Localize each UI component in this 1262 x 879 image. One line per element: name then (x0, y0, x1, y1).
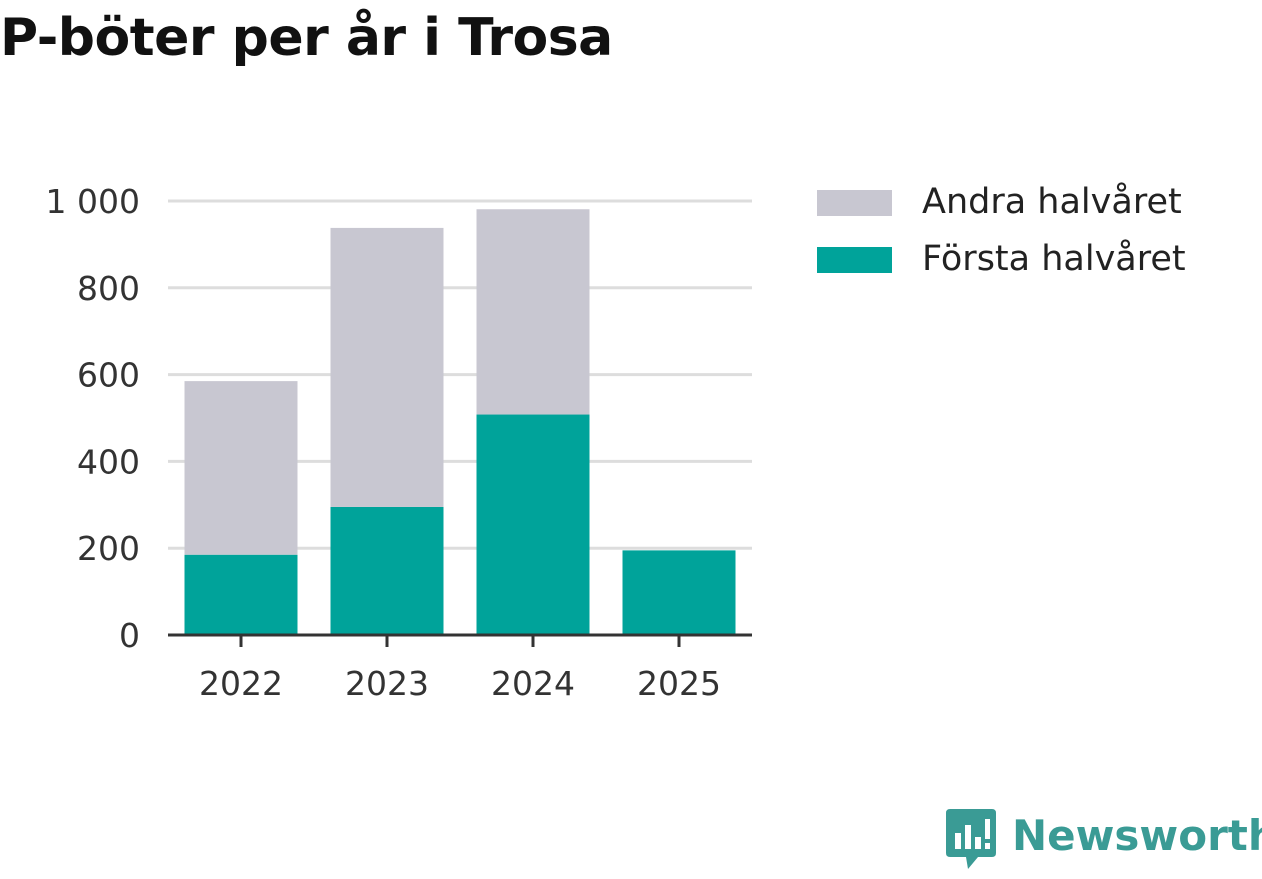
y-axis: 0 200 400 600 800 1 000 (46, 182, 140, 655)
bars (184, 209, 736, 635)
brand-logo: Newsworthy (946, 809, 1262, 871)
y-tick-label: 0 (119, 616, 140, 655)
x-tick-label: 2022 (199, 664, 283, 703)
bar-forsta-halvaret-2025 (622, 550, 736, 635)
bar-andra-halvaret-2022 (184, 381, 298, 555)
bar-andra-halvaret-2024 (476, 209, 590, 415)
bar-forsta-halvaret-2022 (184, 554, 298, 635)
x-tick-label: 2024 (491, 664, 575, 703)
legend-label-andra: Andra halvåret (922, 182, 1182, 222)
legend-swatch-andra (817, 190, 892, 216)
legend-label-forsta: Första halvåret (922, 239, 1186, 279)
x-tick-label: 2025 (637, 664, 721, 703)
y-tick-label: 1 000 (46, 182, 140, 221)
bar-andra-halvaret-2023 (330, 227, 444, 507)
legend-swatch-forsta (817, 247, 892, 273)
x-axis: 2022 2023 2024 2025 (199, 635, 721, 703)
y-tick-label: 400 (77, 442, 140, 481)
chart-title: P-böter per år i Trosa (0, 8, 613, 68)
y-tick-label: 600 (77, 356, 140, 395)
y-tick-label: 200 (77, 529, 140, 568)
x-tick-label: 2023 (345, 664, 429, 703)
bar-forsta-halvaret-2023 (330, 506, 444, 635)
y-tick-label: 800 (77, 269, 140, 308)
newsworthy-logo-icon (946, 809, 996, 869)
brand-name: Newsworthy (1012, 811, 1262, 860)
bar-forsta-halvaret-2024 (476, 414, 590, 635)
